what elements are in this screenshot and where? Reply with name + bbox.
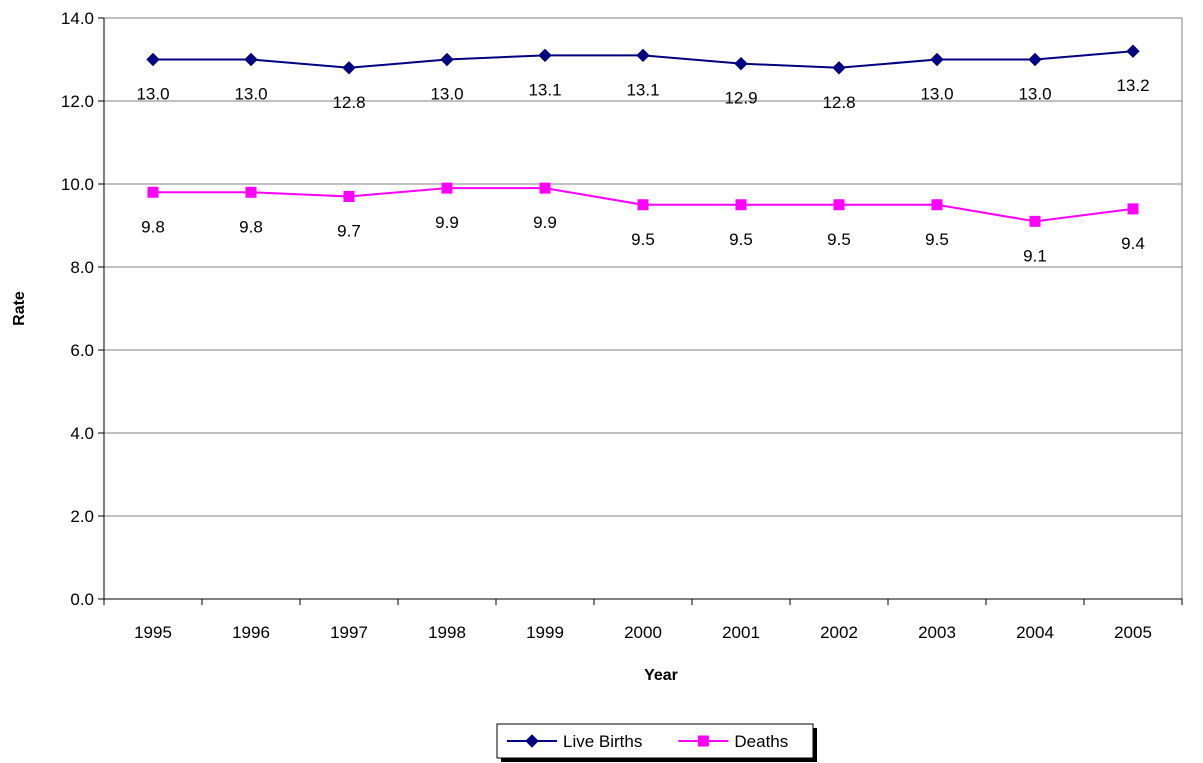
data-label: 12.9 bbox=[724, 89, 757, 108]
data-label: 9.8 bbox=[141, 217, 165, 236]
data-point bbox=[734, 56, 748, 71]
data-point bbox=[833, 199, 845, 211]
data-point bbox=[1127, 203, 1139, 215]
legend-marker bbox=[525, 734, 539, 748]
y-tick-label: 14.0 bbox=[61, 9, 94, 28]
x-tick-label: 1997 bbox=[330, 623, 368, 642]
data-point bbox=[1028, 52, 1042, 67]
series-deaths bbox=[147, 182, 1139, 227]
data-label: 9.7 bbox=[337, 221, 361, 240]
x-tick-label: 2002 bbox=[820, 623, 858, 642]
data-label: 9.1 bbox=[1023, 246, 1047, 265]
data-point bbox=[342, 61, 356, 75]
data-point bbox=[832, 61, 846, 75]
legend: Live Births Deaths bbox=[496, 723, 817, 762]
data-label: 13.0 bbox=[920, 85, 953, 104]
legend-label: Deaths bbox=[734, 732, 788, 751]
x-tick-label: 2000 bbox=[624, 623, 662, 642]
data-point bbox=[244, 52, 258, 67]
axes bbox=[98, 17, 1183, 605]
y-axis-tick-labels: 0.0 2.0 4.0 6.0 8.0 10.0 12.0 14.0 bbox=[61, 9, 94, 609]
data-point bbox=[1029, 215, 1041, 227]
data-label: 9.9 bbox=[533, 213, 557, 232]
data-label: 12.8 bbox=[822, 93, 855, 112]
series-group bbox=[146, 44, 1140, 227]
data-label: 13.1 bbox=[626, 80, 659, 99]
x-tick-label: 1999 bbox=[526, 623, 564, 642]
x-tick-label: 2003 bbox=[918, 623, 956, 642]
data-point bbox=[931, 199, 943, 211]
data-point bbox=[440, 52, 454, 67]
data-label: 9.5 bbox=[729, 230, 753, 249]
data-label: 9.8 bbox=[239, 217, 263, 236]
x-tick-label: 2001 bbox=[722, 623, 760, 642]
data-label: 9.9 bbox=[435, 213, 459, 232]
data-point bbox=[245, 186, 257, 198]
data-label: 13.1 bbox=[528, 80, 561, 99]
data-label: 13.0 bbox=[1018, 85, 1051, 104]
y-tick-label: 12.0 bbox=[61, 92, 94, 111]
data-point bbox=[636, 48, 650, 63]
x-tick-label: 1995 bbox=[134, 623, 172, 642]
x-axis-tick-labels: 1995 1996 1997 1998 1999 2000 2001 2002 2003 2004… bbox=[134, 623, 1152, 642]
data-label: 9.5 bbox=[827, 230, 851, 249]
x-tick-label: 2005 bbox=[1114, 623, 1152, 642]
x-axis-title: Year bbox=[644, 667, 678, 684]
data-point bbox=[441, 182, 453, 194]
data-label: 9.5 bbox=[925, 230, 949, 249]
data-label: 13.2 bbox=[1116, 76, 1149, 95]
data-point bbox=[930, 52, 944, 67]
legend-marker bbox=[697, 735, 709, 747]
data-labels: 13.0 13.0 12.8 13.0 13.1 13.1 12.9 12.8 13.0 13.0… bbox=[136, 76, 1149, 265]
series-live-births bbox=[146, 44, 1140, 75]
data-point bbox=[539, 182, 551, 194]
data-point bbox=[147, 186, 159, 198]
y-tick-label: 8.0 bbox=[70, 258, 94, 277]
y-tick-label: 0.0 bbox=[70, 590, 94, 609]
data-point bbox=[735, 199, 747, 211]
data-label: 13.0 bbox=[430, 85, 463, 104]
data-label: 9.5 bbox=[631, 230, 655, 249]
x-tick-label: 1998 bbox=[428, 623, 466, 642]
y-tick-label: 6.0 bbox=[70, 341, 94, 360]
data-label: 9.4 bbox=[1121, 234, 1145, 253]
y-tick-label: 10.0 bbox=[61, 175, 94, 194]
data-label: 12.8 bbox=[332, 93, 365, 112]
y-tick-label: 2.0 bbox=[70, 507, 94, 526]
data-point bbox=[1126, 44, 1140, 58]
data-point bbox=[538, 48, 552, 63]
x-tick-label: 2004 bbox=[1016, 623, 1054, 642]
legend-label: Live Births bbox=[563, 732, 642, 751]
y-tick-label: 4.0 bbox=[70, 424, 94, 443]
x-tick-label: 1996 bbox=[232, 623, 270, 642]
data-label: 13.0 bbox=[136, 85, 169, 104]
data-point bbox=[343, 190, 355, 202]
data-point bbox=[146, 52, 160, 67]
y-axis-title: Rate bbox=[11, 291, 28, 326]
data-label: 13.0 bbox=[234, 85, 267, 104]
data-point bbox=[637, 199, 649, 211]
